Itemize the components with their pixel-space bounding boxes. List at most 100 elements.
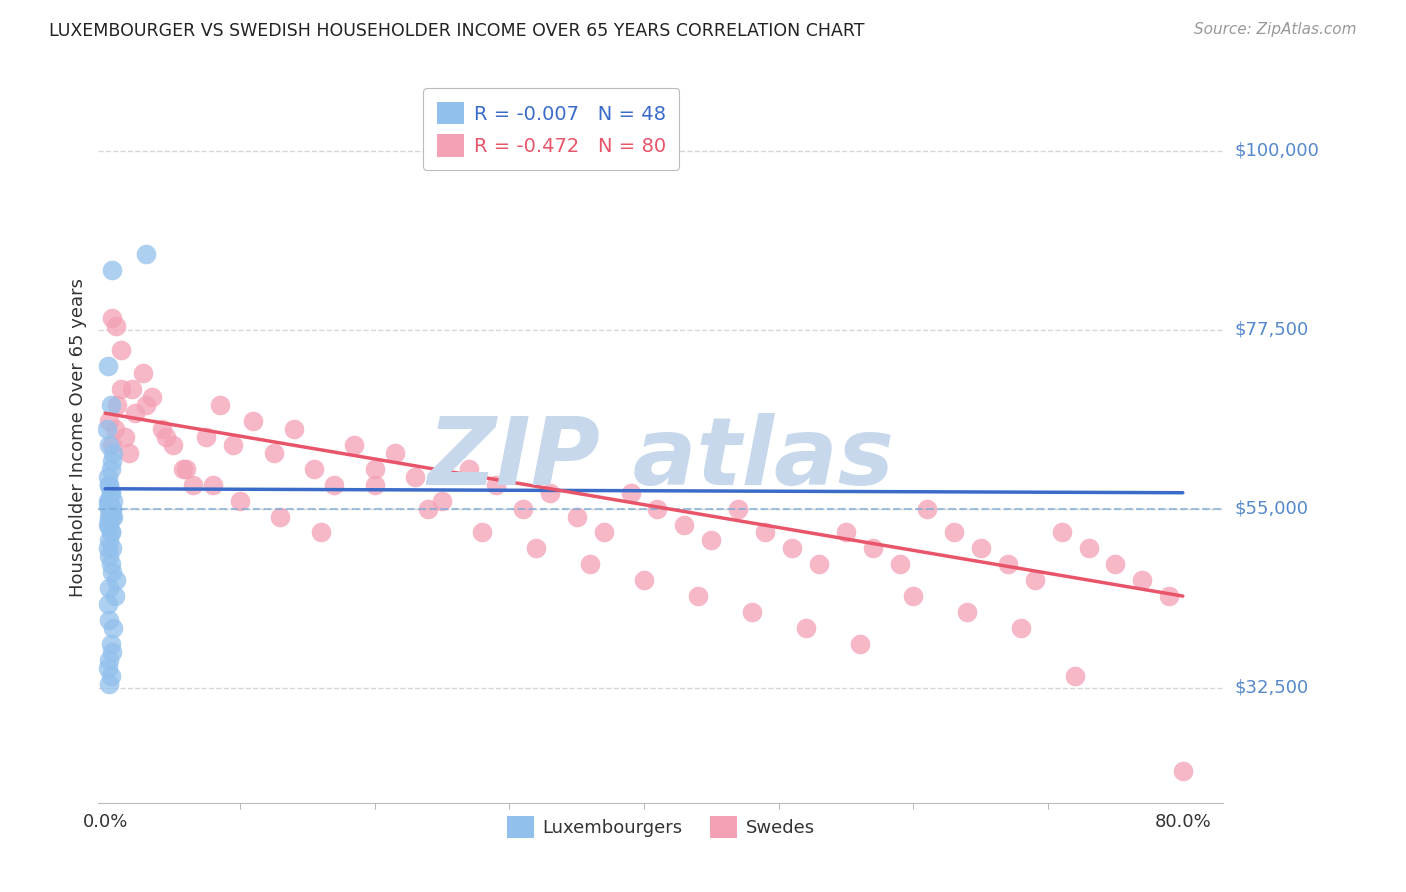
Legend: Luxembourgers, Swedes: Luxembourgers, Swedes <box>499 808 823 845</box>
Point <box>1159 589 1181 603</box>
Point <box>1132 573 1154 587</box>
Point <box>970 541 993 556</box>
Point <box>103 589 125 603</box>
Point <box>794 621 817 635</box>
Point <box>538 485 561 500</box>
Point <box>114 430 136 444</box>
Point <box>242 414 264 428</box>
Point <box>741 605 763 619</box>
Point <box>647 501 669 516</box>
Point <box>97 493 120 508</box>
Point <box>105 398 128 412</box>
Point <box>942 525 965 540</box>
Point <box>98 493 121 508</box>
Point <box>903 589 925 603</box>
Point <box>269 509 291 524</box>
Point <box>835 525 858 540</box>
Point <box>283 422 305 436</box>
Point <box>97 597 120 611</box>
Point <box>323 477 346 491</box>
Point <box>384 446 406 460</box>
Text: $100,000: $100,000 <box>1234 142 1319 160</box>
Point <box>195 430 218 444</box>
Point <box>485 477 508 491</box>
Text: $77,500: $77,500 <box>1234 321 1309 339</box>
Point <box>101 263 124 277</box>
Point <box>100 398 122 412</box>
Point <box>1050 525 1073 540</box>
Point <box>363 477 385 491</box>
Point <box>98 517 121 532</box>
Point <box>700 533 723 548</box>
Point <box>101 566 124 580</box>
Point <box>101 509 124 524</box>
Point <box>101 501 124 516</box>
Point <box>471 525 494 540</box>
Point <box>208 398 231 412</box>
Text: $55,000: $55,000 <box>1234 500 1309 517</box>
Point <box>97 660 120 674</box>
Point <box>404 470 426 484</box>
Point <box>155 430 177 444</box>
Point <box>98 501 121 516</box>
Point <box>135 398 157 412</box>
Point <box>98 477 121 491</box>
Point <box>524 541 547 556</box>
Point <box>98 477 121 491</box>
Point <box>121 383 143 397</box>
Point <box>633 573 655 587</box>
Point <box>201 477 224 491</box>
Point <box>97 470 120 484</box>
Point <box>98 514 121 528</box>
Point <box>101 454 124 468</box>
Point <box>98 549 121 564</box>
Point <box>565 509 588 524</box>
Point <box>101 310 124 325</box>
Point <box>1024 573 1046 587</box>
Point <box>848 637 870 651</box>
Point <box>100 637 122 651</box>
Point <box>98 653 121 667</box>
Point <box>172 462 194 476</box>
Point <box>430 493 453 508</box>
Point <box>673 517 696 532</box>
Point <box>97 359 120 373</box>
Point <box>889 558 911 572</box>
Point <box>101 645 124 659</box>
Point <box>174 462 197 476</box>
Point <box>862 541 884 556</box>
Point <box>808 558 831 572</box>
Point <box>97 498 120 512</box>
Point <box>309 525 332 540</box>
Point <box>579 558 602 572</box>
Point <box>100 462 122 476</box>
Point <box>418 501 440 516</box>
Point <box>181 477 204 491</box>
Point <box>98 509 121 524</box>
Point <box>150 422 173 436</box>
Text: LUXEMBOURGER VS SWEDISH HOUSEHOLDER INCOME OVER 65 YEARS CORRELATION CHART: LUXEMBOURGER VS SWEDISH HOUSEHOLDER INCO… <box>49 22 865 40</box>
Point <box>97 517 120 532</box>
Point <box>104 318 127 333</box>
Point <box>101 501 124 516</box>
Text: $32,500: $32,500 <box>1234 679 1309 697</box>
Point <box>98 533 121 548</box>
Point <box>104 573 127 587</box>
Point <box>100 485 122 500</box>
Point <box>98 676 121 690</box>
Point <box>997 558 1019 572</box>
Point <box>1010 621 1032 635</box>
Point <box>686 589 709 603</box>
Point <box>263 446 285 460</box>
Point <box>103 621 125 635</box>
Point <box>229 493 252 508</box>
Point <box>141 390 163 404</box>
Point <box>343 438 366 452</box>
Point <box>512 501 534 516</box>
Point <box>222 438 245 452</box>
Point <box>110 343 132 357</box>
Point <box>956 605 979 619</box>
Point <box>100 485 122 500</box>
Point <box>98 613 121 627</box>
Point <box>103 446 125 460</box>
